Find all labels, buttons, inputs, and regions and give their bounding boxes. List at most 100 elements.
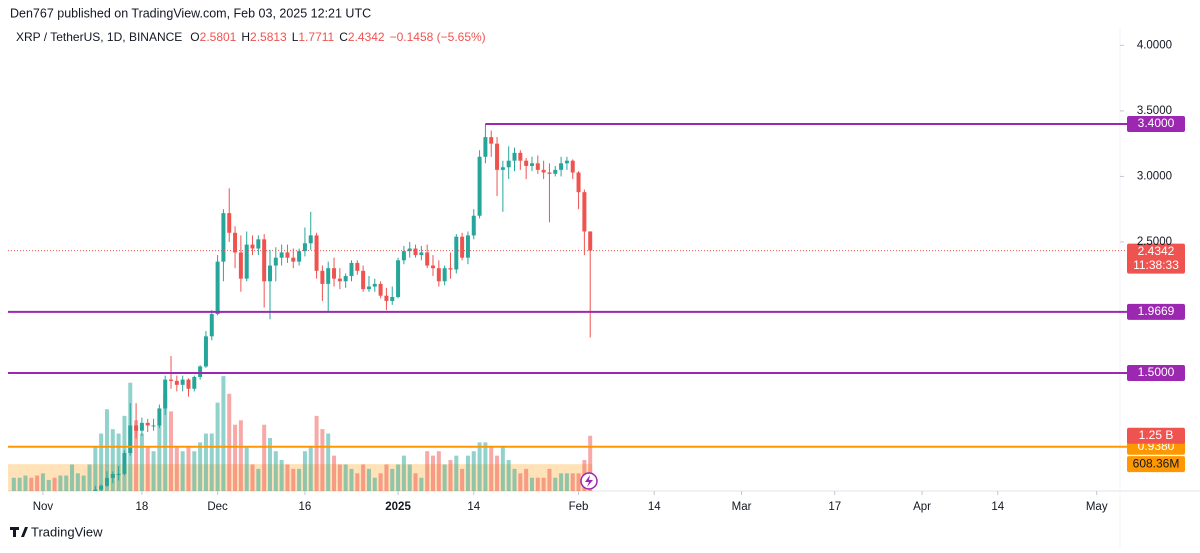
x-tick-label: Mar: [732, 501, 752, 513]
volume-bar: [489, 446, 494, 491]
candle-body: [366, 286, 371, 290]
candle-body: [471, 215, 476, 236]
candle-body: [104, 477, 109, 486]
axis-layer: Nov 18 Dec 16 2025 14 Feb 14 Mar 17 Apr 14 May 2.5000…: [33, 39, 1172, 513]
volume-bar: [17, 477, 22, 491]
y-tick-label: 3.0000: [1137, 170, 1172, 182]
volume-bar: [431, 455, 436, 491]
candle-body: [198, 366, 203, 377]
candle-body: [273, 257, 278, 266]
candle-body: [500, 167, 505, 170]
candle-body: [145, 422, 150, 426]
candle-body: [192, 376, 197, 389]
candle-body: [570, 160, 575, 173]
candle-body: [541, 169, 546, 173]
candle-body: [332, 268, 337, 279]
candle-body: [326, 268, 331, 284]
candle-body: [559, 163, 564, 170]
price-label-box: [1127, 243, 1185, 274]
price-label: 3.4000: [1138, 116, 1175, 130]
candle-body: [314, 235, 319, 271]
candle-body: [256, 239, 261, 249]
volume-bar: [413, 473, 418, 491]
price-label-box: [1127, 115, 1185, 132]
candle-body: [122, 452, 127, 474]
price-label-box: [1127, 427, 1185, 444]
volume-bar: [477, 442, 482, 491]
volume-bar: [366, 468, 371, 491]
volume-bar: [250, 464, 255, 491]
price-label-extra: 11:38:33: [1133, 258, 1179, 272]
event-icon[interactable]: [580, 472, 598, 490]
volume-bar: [349, 468, 354, 491]
candle-body: [244, 244, 249, 279]
volume-bar: [302, 451, 307, 491]
header: Den767 published on TradingView.com, Feb…: [10, 6, 371, 20]
candle-body: [99, 485, 104, 490]
volume-bar: [465, 455, 470, 491]
volume-bar: [186, 446, 191, 491]
x-tick-label: Apr: [913, 501, 931, 513]
volume-bar: [372, 477, 377, 491]
candle-body: [238, 252, 243, 279]
volume-bar: [99, 433, 104, 491]
volume-bar: [203, 433, 208, 491]
candle-body: [215, 261, 220, 315]
candle-body: [221, 213, 226, 262]
candle-body: [431, 265, 436, 269]
candle-body: [186, 379, 191, 389]
candle-body: [151, 425, 156, 427]
candle-body: [116, 473, 121, 475]
volume-bar: [495, 455, 500, 491]
volume-bar: [524, 468, 529, 491]
volume-layer: [8, 376, 593, 491]
volume-bar: [326, 433, 331, 491]
volume-bar: [227, 393, 232, 491]
volume-bar: [529, 477, 534, 491]
volume-bar: [87, 464, 92, 491]
volume-bar: [384, 464, 389, 491]
volume-bar: [151, 451, 156, 491]
volume-bar: [297, 468, 302, 491]
volume-bar: [75, 473, 80, 491]
x-tick-label: Dec: [207, 501, 228, 513]
volume-bar: [343, 464, 348, 491]
volume-bar: [518, 473, 523, 491]
volume-bar: [139, 433, 144, 491]
volume-bar: [233, 424, 238, 491]
candle-body: [343, 276, 348, 282]
volume-bar: [419, 477, 424, 491]
candle-body: [390, 297, 395, 301]
brand[interactable]: TradingView: [10, 524, 103, 539]
volume-bar: [64, 475, 69, 491]
volume-bar: [541, 477, 546, 491]
volume-bar: [337, 464, 342, 491]
candle-body: [291, 257, 296, 262]
candle-body: [506, 160, 511, 168]
candle-layer: [93, 123, 593, 491]
candle-body: [396, 260, 401, 298]
event-bolt: [585, 475, 593, 487]
candle-body: [378, 283, 383, 296]
volume-bar: [588, 435, 593, 491]
candle-body: [553, 169, 558, 174]
candle-body: [163, 379, 168, 409]
candle-body: [169, 379, 174, 381]
candle-body: [419, 252, 424, 256]
candle-body: [401, 251, 406, 261]
volume-bar: [448, 460, 453, 491]
volume-bar: [570, 473, 575, 491]
candle-body: [93, 489, 98, 491]
x-tick-label: Nov: [33, 501, 54, 513]
volume-ma-label: 608.36M: [1133, 456, 1180, 470]
candle-body: [495, 143, 500, 170]
volume-bar: [553, 477, 558, 491]
volume-bar: [174, 446, 179, 491]
candle-body: [564, 160, 569, 164]
x-tick-label: May: [1086, 501, 1108, 513]
info-part: 2.5801: [200, 30, 237, 44]
info-part: H: [241, 30, 250, 44]
price-label-box: [1127, 303, 1185, 320]
price-label: 2.4342: [1138, 244, 1175, 258]
candle-body: [320, 270, 325, 284]
